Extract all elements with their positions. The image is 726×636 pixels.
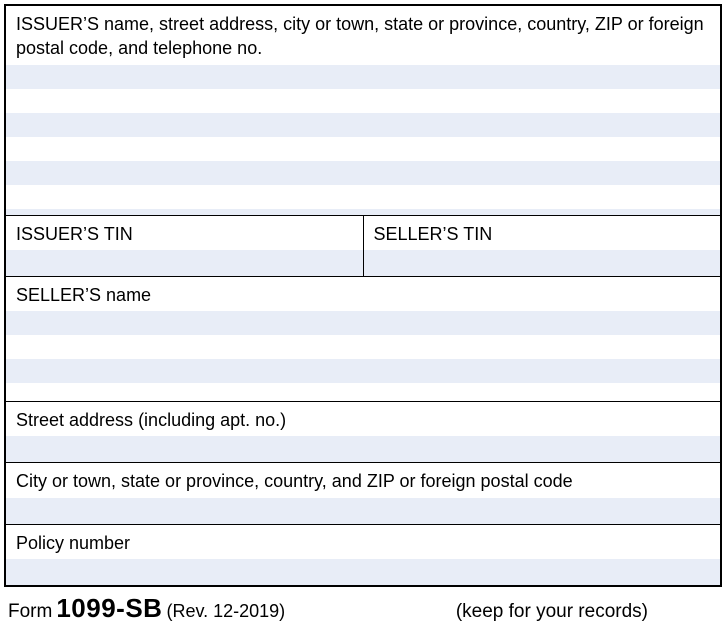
footer-keep-records: (keep for your records) [456,601,718,623]
seller-tin-field: SELLER’S TIN [364,216,721,277]
form-footer: Form 1099-SB (Rev. 12-2019) (keep for yo… [4,587,722,624]
issuer-address-field: ISSUER’S name, street address, city or t… [6,6,720,216]
street-address-label: Street address (including apt. no.) [6,402,720,436]
seller-tin-label: SELLER’S TIN [364,216,721,250]
seller-name-input[interactable] [6,311,720,401]
city-input[interactable] [6,498,720,524]
issuer-tin-field: ISSUER’S TIN [6,216,364,277]
seller-name-label: SELLER’S name [6,277,720,311]
policy-number-field: Policy number [6,525,720,585]
issuer-tin-input[interactable] [6,250,363,276]
street-address-field: Street address (including apt. no.) [6,402,720,463]
issuer-address-input[interactable] [6,65,720,215]
seller-name-field: SELLER’S name [6,277,720,402]
street-address-input[interactable] [6,436,720,462]
footer-form-word: Form [8,601,52,623]
city-field: City or town, state or province, country… [6,463,720,524]
issuer-address-label: ISSUER’S name, street address, city or t… [6,6,720,65]
policy-number-input[interactable] [6,559,720,585]
footer-form-number: 1099-SB [52,593,162,624]
footer-revision: (Rev. 12-2019) [162,601,285,622]
seller-tin-input[interactable] [364,250,721,276]
city-label: City or town, state or province, country… [6,463,720,497]
policy-number-label: Policy number [6,525,720,559]
issuer-tin-label: ISSUER’S TIN [6,216,363,250]
form-1099-sb-container: ISSUER’S name, street address, city or t… [4,4,722,587]
